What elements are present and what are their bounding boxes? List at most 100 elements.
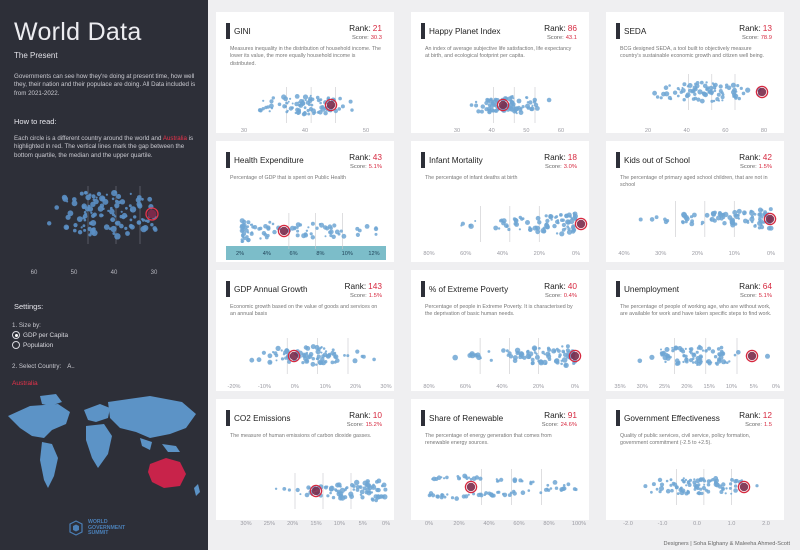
country-dot[interactable] [566,225,570,228]
country-dot[interactable] [706,482,711,487]
country-dot[interactable] [294,94,300,99]
country-dot[interactable] [559,231,565,237]
country-dot[interactable] [307,226,310,229]
country-dot[interactable] [695,81,700,85]
country-dot[interactable] [749,216,755,222]
country-dot[interactable] [483,493,486,496]
country-dot[interactable] [736,350,741,355]
beeswarm-plot[interactable]: -20% -10% 0% 10% 20% 30% [216,270,394,398]
country-dot[interactable] [322,347,326,350]
country-dot[interactable] [697,89,703,95]
country-dot[interactable] [268,220,272,224]
country-dot[interactable] [682,360,685,364]
continent-shape[interactable] [86,424,112,468]
country-dot[interactable] [518,355,522,360]
country-dot[interactable] [479,357,482,360]
country-dot[interactable] [307,103,311,107]
country-dot[interactable] [275,345,281,351]
country-dot[interactable] [350,108,354,112]
country-dot[interactable] [713,89,717,93]
country-dot[interactable] [274,487,278,490]
country-dot[interactable] [328,485,335,492]
country-dot[interactable] [267,353,273,359]
beeswarm-plot[interactable]: 30 40 50 60 [411,12,589,140]
country-dot[interactable] [512,491,517,496]
beeswarm-plot[interactable]: 40% 30% 20% 10% 0% [606,141,784,269]
country-dot[interactable] [326,96,331,100]
country-dot[interactable] [525,220,530,225]
country-dot[interactable] [338,491,344,496]
country-dot[interactable] [574,487,578,492]
country-dot[interactable] [368,491,372,494]
country-dot[interactable] [464,494,469,499]
country-dot[interactable] [695,485,699,489]
country-dot[interactable] [554,358,560,364]
country-dot[interactable] [452,354,458,361]
country-dot[interactable] [360,495,365,500]
country-dot[interactable] [507,227,511,232]
country-dot[interactable] [675,485,679,489]
country-dot[interactable] [280,349,283,352]
country-dot[interactable] [573,214,577,217]
country-dot[interactable] [561,349,565,354]
country-dot[interactable] [565,344,570,349]
country-dot[interactable] [724,492,727,495]
beeswarm-plot[interactable]: 80% 60% 40% 20% 0% [411,270,589,398]
country-dot[interactable] [676,87,680,90]
beeswarm-plot[interactable]: 30% 25% 20% 15% 10% 5% 0% [216,399,394,527]
country-dot[interactable] [293,226,297,231]
country-dot[interactable] [693,96,698,101]
country-dot[interactable] [728,486,732,490]
country-dot[interactable] [337,232,341,236]
country-dot[interactable] [742,213,745,216]
country-dot[interactable] [736,84,740,88]
country-dot[interactable] [274,353,279,358]
country-dot[interactable] [487,109,492,114]
country-dot[interactable] [375,480,379,484]
highlight-ring[interactable] [574,217,588,231]
country-dot[interactable] [721,99,724,102]
country-dot[interactable] [546,483,550,487]
country-dot[interactable] [509,491,513,495]
country-dot[interactable] [287,100,290,103]
country-dot[interactable] [338,96,342,101]
country-dot[interactable] [664,91,670,97]
country-dot[interactable] [671,346,674,349]
country-dot[interactable] [242,222,245,226]
country-dot[interactable] [710,90,715,95]
country-dot[interactable] [676,492,680,495]
country-dot[interactable] [637,358,643,364]
country-dot[interactable] [469,103,474,107]
country-dot[interactable] [365,479,370,484]
radio-unselected-icon[interactable] [12,341,20,349]
country-dot[interactable] [718,89,723,93]
country-dot[interactable] [649,217,655,222]
country-dot[interactable] [537,220,542,225]
country-dot[interactable] [709,218,713,221]
country-dot[interactable] [728,360,731,363]
country-dot[interactable] [704,349,708,353]
country-dot[interactable] [722,221,727,226]
country-dot[interactable] [729,482,733,486]
country-dot[interactable] [556,221,560,225]
country-dot[interactable] [659,482,665,487]
country-dot[interactable] [554,486,559,490]
country-dot[interactable] [704,488,708,492]
country-dot[interactable] [535,227,538,230]
country-dot[interactable] [572,361,576,365]
country-dot[interactable] [478,476,483,481]
country-dot[interactable] [705,87,710,92]
country-dot[interactable] [723,211,729,218]
country-dot[interactable] [454,496,459,501]
country-dot[interactable] [743,211,747,214]
country-dot[interactable] [690,90,694,94]
country-dot[interactable] [374,232,378,236]
country-dot[interactable] [547,357,552,361]
country-dot[interactable] [768,207,773,212]
highlight-dot[interactable] [498,100,508,110]
country-dot[interactable] [660,348,662,351]
country-dot[interactable] [561,222,566,228]
country-dot[interactable] [758,212,763,217]
country-dot[interactable] [491,494,494,498]
country-dot[interactable] [668,84,671,87]
